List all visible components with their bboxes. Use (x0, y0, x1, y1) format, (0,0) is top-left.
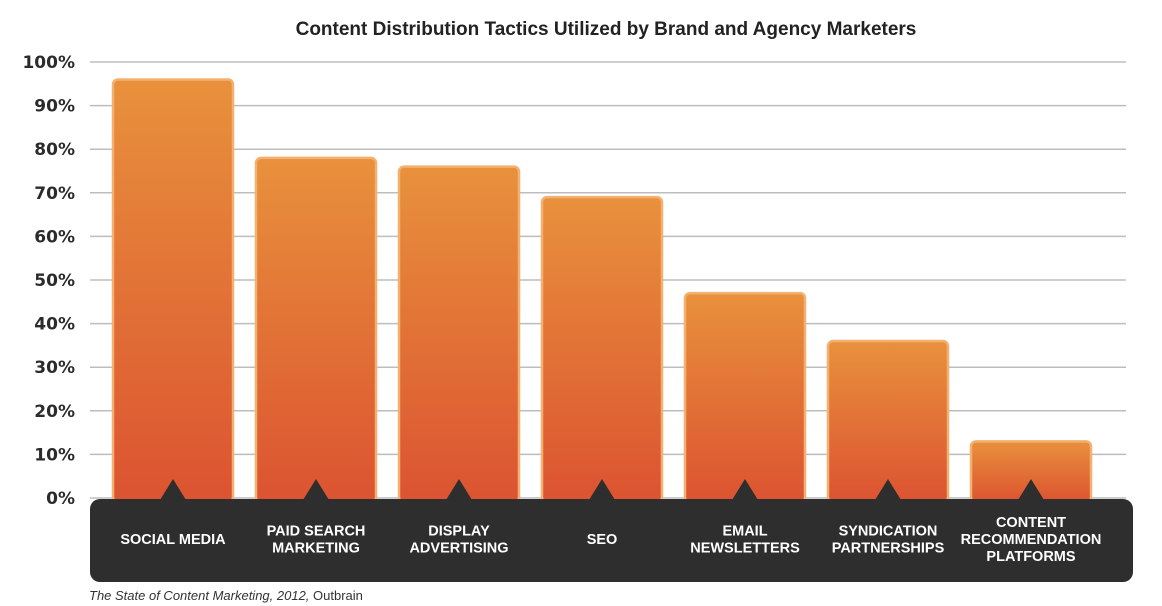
y-tick-label: 10% (34, 445, 75, 465)
category-label: ADVERTISING (409, 541, 508, 557)
bar (397, 165, 521, 504)
category-label: PLATFORMS (986, 549, 1075, 565)
bar (540, 195, 664, 504)
y-tick-label: 30% (34, 358, 75, 378)
y-tick-label: 100% (22, 53, 75, 73)
bar (683, 291, 807, 504)
y-axis-ticks: 0% 10% 20% 30% 40% 50% 60% 70% 80% 90% 100% (22, 53, 75, 509)
bar-pointer (875, 479, 901, 500)
bar (826, 339, 950, 504)
category-label: DISPLAY (428, 524, 490, 540)
category-label: NEWSLETTERS (690, 541, 800, 557)
category-label: MARKETING (272, 541, 360, 557)
source-title: The State of Content Marketing, 2012, (89, 588, 310, 603)
label-band-background (90, 499, 1133, 582)
category-label: SOCIAL MEDIA (120, 532, 226, 548)
source-publisher: Outbrain (309, 588, 363, 603)
y-tick-label: 50% (34, 271, 75, 291)
bars (111, 78, 1093, 504)
bar-pointer (303, 479, 329, 500)
bar-pointer (446, 479, 472, 500)
bar-pointer (1018, 479, 1044, 500)
category-label: SEO (587, 532, 618, 548)
source-caption: The State of Content Marketing, 2012, Ou… (89, 588, 363, 603)
y-tick-label: 0% (46, 489, 75, 509)
category-label: PAID SEARCH (267, 524, 366, 540)
category-label: CONTENT (996, 515, 1066, 531)
category-label: EMAIL (722, 524, 767, 540)
bar-pointer (732, 479, 758, 500)
category-label: RECOMMENDATION (961, 532, 1102, 548)
y-tick-label: 60% (34, 227, 75, 247)
bar-pointer (160, 479, 186, 500)
chart-title: Content Distribution Tactics Utilized by… (296, 19, 917, 40)
bar (111, 78, 235, 504)
bar-pointer (589, 479, 615, 500)
y-tick-label: 70% (34, 184, 75, 204)
y-tick-label: 40% (34, 315, 75, 335)
bar (254, 156, 378, 504)
category-label: PARTNERSHIPS (832, 541, 945, 557)
y-tick-label: 20% (34, 402, 75, 422)
category-label: SYNDICATION (839, 524, 938, 540)
y-tick-label: 90% (34, 97, 75, 117)
y-tick-label: 80% (34, 140, 75, 160)
